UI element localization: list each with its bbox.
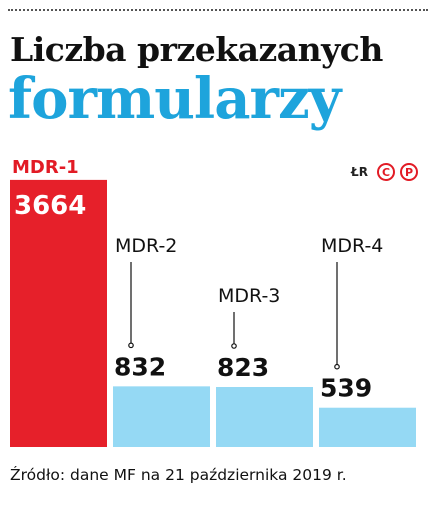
bar-mdr-1 bbox=[10, 179, 107, 447]
value-label-mdr-2: 832 bbox=[114, 352, 166, 381]
category-label-mdr-1: MDR-1 bbox=[12, 157, 79, 178]
source-note: Źródło: dane MF na 21 października 2019 … bbox=[10, 466, 347, 484]
bar-mdr-2 bbox=[113, 386, 210, 447]
copyright-c-icon: C bbox=[377, 163, 395, 181]
author-initials: ŁR bbox=[351, 165, 368, 179]
title-line-2: formularzy bbox=[8, 66, 341, 132]
value-label-mdr-1: 3664 bbox=[14, 191, 86, 221]
credits: ŁR C P bbox=[351, 163, 418, 181]
bar-mdr-3 bbox=[216, 387, 313, 447]
leader-dot-mdr-4 bbox=[334, 363, 340, 370]
category-label-mdr-4: MDR-4 bbox=[321, 235, 383, 257]
category-label-mdr-3: MDR-3 bbox=[218, 285, 280, 307]
bar-mdr-4 bbox=[319, 407, 416, 447]
bar-chart: MDR-1 3664 MDR-2 832 MDR-3 823 MDR-4 539 bbox=[10, 157, 416, 447]
leader-dot-mdr-2 bbox=[128, 342, 134, 349]
leader-dot-mdr-3 bbox=[231, 343, 237, 349]
value-label-mdr-3: 823 bbox=[217, 353, 269, 382]
copyright-p-icon: P bbox=[400, 163, 418, 181]
title-line-1: Liczba przekazanych bbox=[10, 30, 383, 69]
top-dotted-rule bbox=[8, 9, 428, 11]
value-label-mdr-4: 539 bbox=[320, 374, 372, 403]
category-label-mdr-2: MDR-2 bbox=[115, 235, 177, 257]
